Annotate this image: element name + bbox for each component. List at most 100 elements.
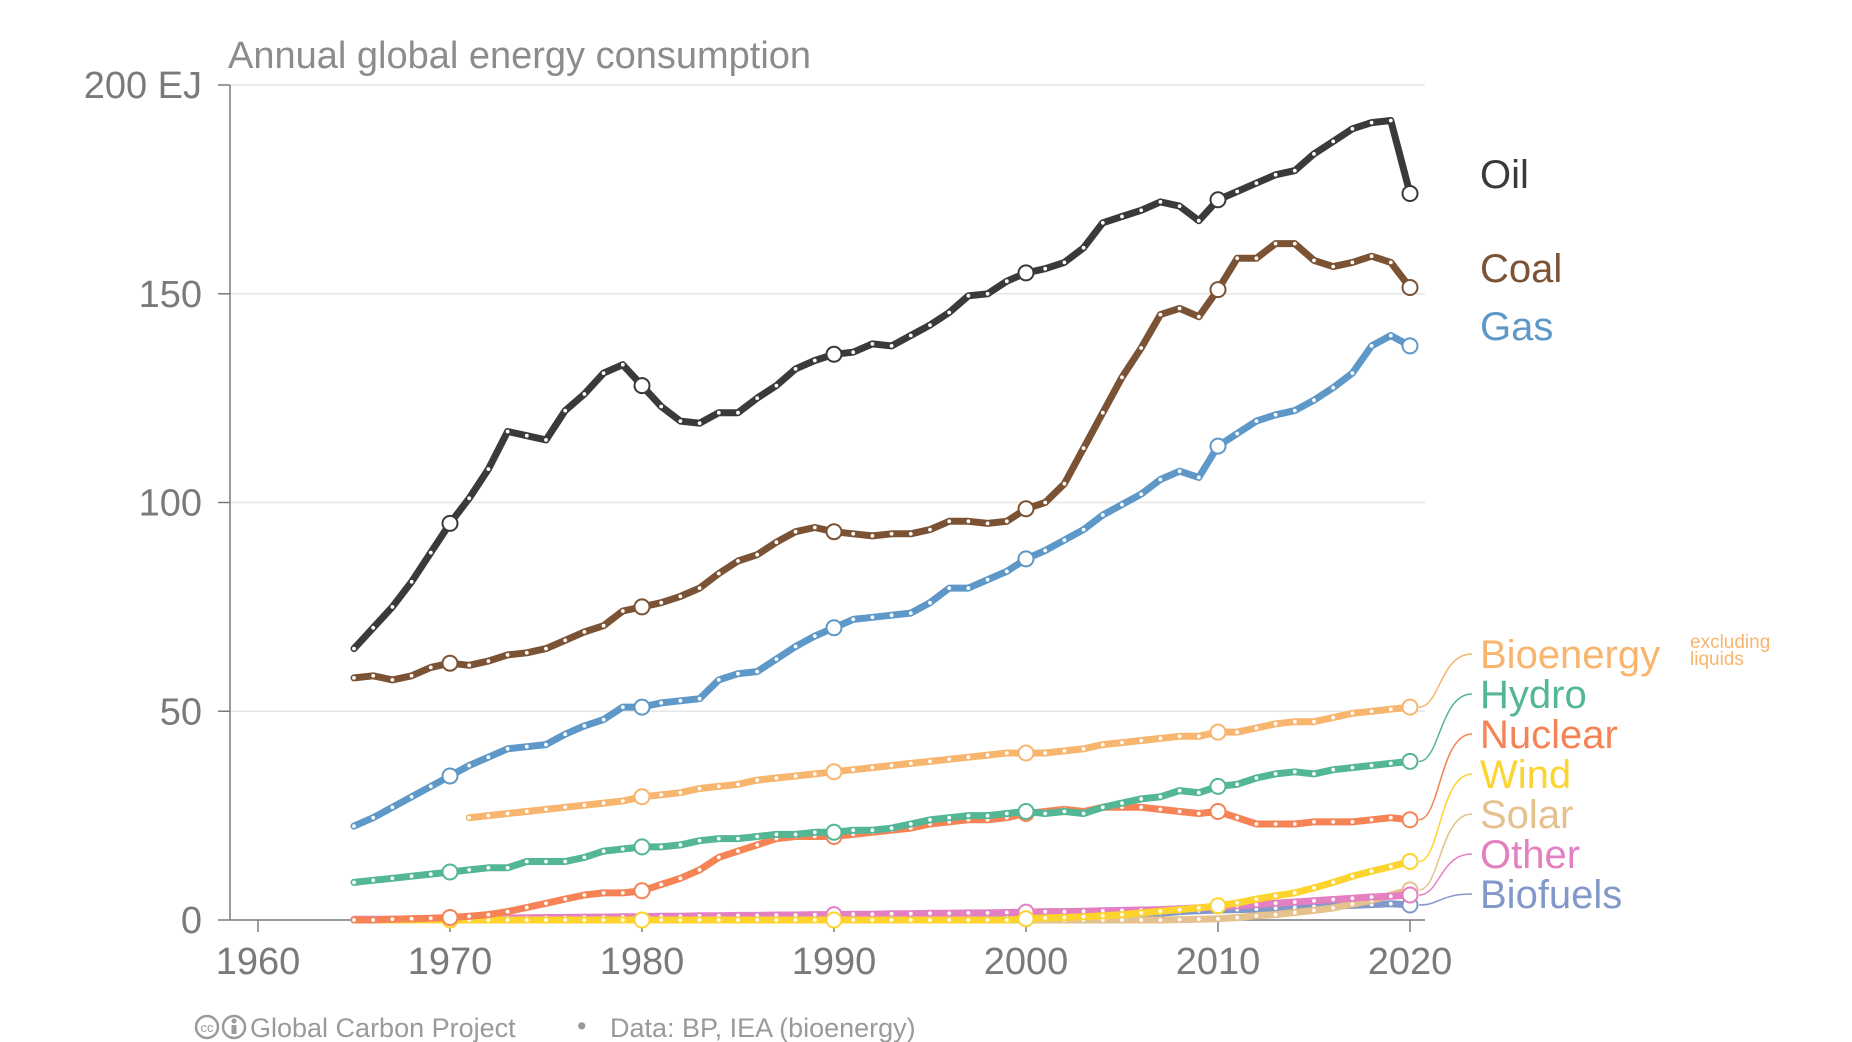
data-point [1292,719,1297,724]
data-point [1196,811,1201,816]
data-point [985,753,990,757]
data-point [1369,120,1374,125]
data-point [889,826,894,830]
data-point [1081,811,1086,816]
data-point [736,918,740,922]
decade-marker [1209,897,1227,915]
data-point [870,912,875,917]
data-point [1292,905,1297,910]
decade-marker [1209,437,1227,455]
data-point [1120,214,1124,219]
data-point [697,918,702,922]
decade-marker [1401,853,1419,870]
decade-marker [441,767,459,785]
data-point [755,843,760,847]
label-leader-line [1418,773,1473,863]
data-point [428,916,433,921]
data-point [966,911,971,915]
data-point [1235,901,1240,905]
x-tick-label: 2010 [1176,941,1261,983]
data-point [1043,811,1048,816]
data-point [1196,218,1201,223]
data-point [1081,527,1086,532]
data-point [1369,763,1374,768]
data-point [1235,915,1240,920]
data-point [390,678,395,682]
footer-separator: • [577,1011,586,1041]
data-point [774,540,779,545]
data-point [352,646,356,651]
series-label-bioenergy: Bioenergy [1480,633,1660,677]
series-label-nuclear: Nuclear [1480,713,1618,757]
series-line-hydro [350,757,1414,886]
data-point [524,650,529,655]
data-point [582,803,587,808]
data-point [505,865,510,870]
data-point [582,855,587,860]
data-point [1177,917,1182,922]
decade-marker [825,911,843,929]
data-point [1139,797,1144,801]
data-point [505,909,510,914]
series-hydro [350,752,1419,886]
data-point [928,600,932,605]
data-point [908,918,913,922]
y-tick-label: 150 [139,274,202,316]
decade-marker [825,523,843,541]
data-point [1292,891,1297,895]
data-point [1312,152,1316,156]
data-point [716,784,721,789]
y-tick-label: 100 [139,483,202,525]
data-point [544,646,548,651]
decade-marker [441,514,459,532]
data-point [1235,431,1240,436]
gridlines [230,84,1425,712]
data-point [601,371,606,375]
data-point [1312,908,1316,913]
data-point [390,805,395,810]
data-point [774,383,779,388]
data-point [544,859,548,864]
data-point [870,828,875,833]
data-point [352,676,356,680]
data-point [1331,820,1336,824]
data-point [947,586,952,590]
data-point [928,759,932,764]
data-point [1043,909,1048,914]
data-point [1120,918,1124,922]
data-point [409,794,414,799]
data-point [563,805,568,810]
data-point [697,838,702,843]
data-point [947,519,952,524]
data-point [428,665,433,670]
data-point [755,918,760,922]
data-point [1254,913,1259,918]
data-point [793,918,798,922]
data-point [486,659,491,663]
label-leader-line [1418,893,1473,906]
data-point [601,849,606,853]
decade-marker [825,763,843,781]
data-point [582,893,587,897]
data-point [870,765,875,770]
data-point [1388,815,1393,820]
y-tick-label: 200 EJ [84,65,202,107]
data-point [1292,822,1297,826]
decade-marker [1401,698,1419,716]
data-point [928,918,932,922]
data-point [947,918,952,922]
data-point [889,344,894,348]
data-point [870,918,875,922]
data-point [505,811,510,816]
series-line-coal [350,240,1414,684]
series-coal [350,240,1419,684]
decade-marker [633,698,651,716]
data-point [1254,256,1259,261]
data-point [755,669,760,674]
data-point [1312,398,1316,403]
data-point [428,784,433,789]
data-point [486,467,491,471]
data-point [659,404,664,409]
data-point [697,421,702,426]
data-point [467,496,472,501]
